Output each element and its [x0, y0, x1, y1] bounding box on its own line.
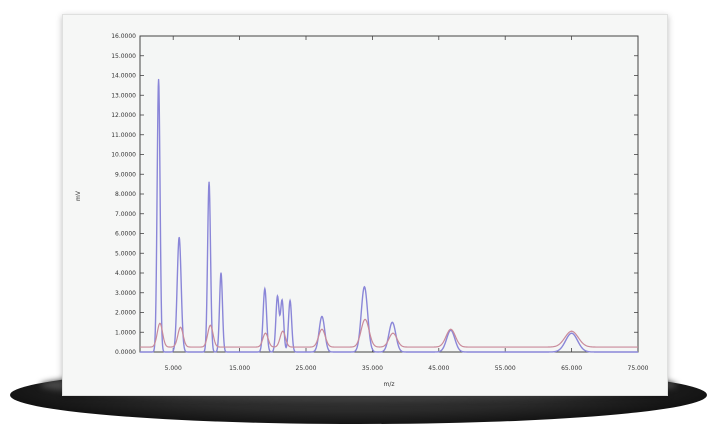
peak-apex — [282, 330, 284, 332]
peak-apex — [321, 328, 323, 330]
peak-apex — [264, 332, 267, 334]
x-tick-label: 75.000 — [628, 365, 649, 372]
peak-apex — [571, 330, 573, 332]
peak-apex — [159, 322, 161, 324]
y-tick-label: 8.0000 — [115, 191, 136, 198]
y-tick-label: 13.0000 — [111, 92, 136, 99]
y-tick-label: 0.0000 — [115, 349, 136, 356]
y-tick-label: 6.0000 — [115, 231, 136, 238]
x-tick-label: 25.000 — [296, 365, 317, 372]
peak-apex — [571, 332, 573, 334]
peak-apex — [220, 272, 222, 274]
peak-apex — [450, 328, 452, 330]
peak-apex — [321, 315, 323, 318]
x-tick-label: 5.000 — [165, 365, 182, 372]
peak-apex — [208, 181, 210, 183]
y-tick-label: 10.0000 — [111, 152, 136, 159]
y-tick-label: 15.0000 — [111, 53, 136, 60]
peak-apex — [392, 332, 394, 334]
peak-apex — [450, 329, 452, 331]
series-line-1 — [140, 318, 638, 348]
y-tick-label: 5.0000 — [115, 250, 136, 257]
peak-apex — [289, 300, 291, 302]
peak-apex — [264, 288, 266, 290]
peak-apex — [178, 236, 180, 239]
x-axis-label: m/z — [383, 381, 394, 388]
plot-area — [139, 35, 639, 353]
y-tick-label: 14.0000 — [111, 73, 136, 80]
peak-apex — [179, 326, 182, 328]
series-line-0 — [140, 79, 638, 353]
y-tick-label: 7.0000 — [115, 211, 136, 218]
series-group — [140, 78, 638, 353]
peak-apex — [363, 286, 366, 288]
y-tick-label: 2.0000 — [115, 310, 136, 317]
x-tick-label: 45.000 — [428, 365, 449, 372]
peak-apex — [276, 296, 279, 298]
peak-apex — [364, 318, 366, 321]
peak-apex — [281, 300, 283, 302]
peak-apex — [209, 324, 211, 326]
x-axis-ticks: 5.000 15.000 25.000 35.000 45.000 55.000 65.00… — [165, 36, 649, 372]
y-tick-label: 12.0000 — [111, 112, 136, 119]
x-tick-label: 55.000 — [495, 365, 516, 372]
y-tick-label: 3.0000 — [115, 290, 136, 297]
peak-apex — [391, 321, 393, 323]
peak-apex — [157, 78, 160, 81]
x-tick-label: 65.000 — [561, 365, 582, 372]
y-tick-label: 16.0000 — [111, 33, 136, 40]
y-tick-label: 9.0000 — [115, 171, 136, 178]
x-tick-label: 15.000 — [229, 365, 250, 372]
y-axis-ticks: 0.0000 1.0000 2.0000 3.0000 4.0000 5.0000 6.00… — [111, 33, 638, 356]
y-axis-label: mV — [75, 190, 82, 201]
y-tick-label: 11.0000 — [111, 132, 136, 139]
x-tick-label: 35.000 — [362, 365, 383, 372]
y-tick-label: 4.0000 — [115, 270, 136, 277]
y-tick-label: 1.0000 — [115, 329, 136, 336]
